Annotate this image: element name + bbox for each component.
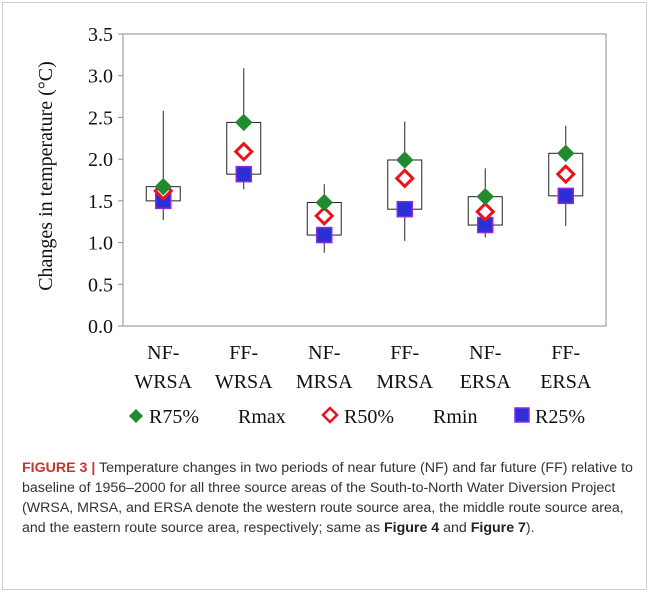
y-tick-label: 2.0	[88, 149, 113, 171]
caption-separator: |	[91, 460, 96, 476]
marker-r50	[475, 201, 496, 222]
box-chart: 0.0 0.5 1.0 1.5 2.0 2.5 3.0 3.5 NF- WRSA FF- WRSA N…	[35, 24, 607, 428]
y-tick-label: 0.5	[88, 274, 113, 296]
caption-end: ).	[525, 520, 535, 536]
x-category-label-line2: WRSA	[134, 371, 192, 393]
caption-text: Temperature changes in two periods of ne…	[22, 460, 633, 536]
y-axis-label: Changes in temperature (°C)	[35, 61, 57, 291]
marker-r50	[555, 164, 576, 185]
plot-area-border	[122, 33, 607, 327]
marker-r50	[314, 205, 335, 226]
y-tick-label: 1.0	[88, 233, 113, 255]
marker-r25	[316, 226, 333, 244]
caption-figure-label: FIGURE 3	[22, 460, 88, 476]
marker-r25	[557, 187, 574, 205]
marker-r50	[394, 168, 415, 189]
legend-label-r75: R75%	[149, 406, 199, 428]
x-category-label-line2: ERSA	[540, 371, 592, 393]
marker-r25	[235, 165, 252, 183]
caption-ref-figure-4[interactable]: Figure 4	[383, 520, 440, 536]
legend-marker-r75	[129, 409, 143, 423]
caption-and: and	[439, 520, 471, 536]
x-category-label-line1: NF-	[147, 342, 179, 364]
y-tick-label: 0.0	[88, 316, 113, 338]
caption-ref-figure-7[interactable]: Figure 7	[470, 520, 526, 536]
y-tick-label: 3.5	[88, 24, 113, 46]
marker-r75	[476, 187, 494, 206]
legend-marker-r50	[321, 406, 339, 424]
figure-caption: FIGURE 3 | Temperature changes in two pe…	[22, 458, 634, 538]
x-category-label-line2: WRSA	[215, 371, 273, 393]
x-category-label-line2: MRSA	[296, 371, 353, 393]
marker-r75	[557, 144, 575, 163]
marker-r75	[154, 177, 172, 196]
marker-r75	[396, 151, 414, 169]
x-category-label-line1: FF-	[390, 342, 419, 364]
x-category-label-line1: FF-	[229, 342, 258, 364]
y-tick-label: 2.5	[88, 107, 113, 129]
y-tick-label: 3.0	[88, 66, 113, 88]
x-category-label-line2: ERSA	[460, 371, 512, 393]
x-category-label-line2: MRSA	[376, 371, 433, 393]
x-category-label-line1: NF-	[308, 342, 340, 364]
marker-r75	[315, 193, 333, 212]
legend-marker-r25	[514, 407, 530, 423]
marker-r75	[235, 113, 253, 132]
marker-r25	[396, 200, 413, 218]
legend-label-r50: R50%	[344, 406, 394, 428]
x-category-label-line1: NF-	[469, 342, 501, 364]
legend-label-r25: R25%	[535, 406, 585, 428]
marker-r50	[233, 141, 254, 162]
legend-label-rmin: Rmin	[433, 406, 477, 428]
x-category-label-line1: FF-	[551, 342, 580, 364]
y-tick-label: 1.5	[88, 191, 113, 213]
legend-label-rmax: Rmax	[238, 406, 286, 428]
